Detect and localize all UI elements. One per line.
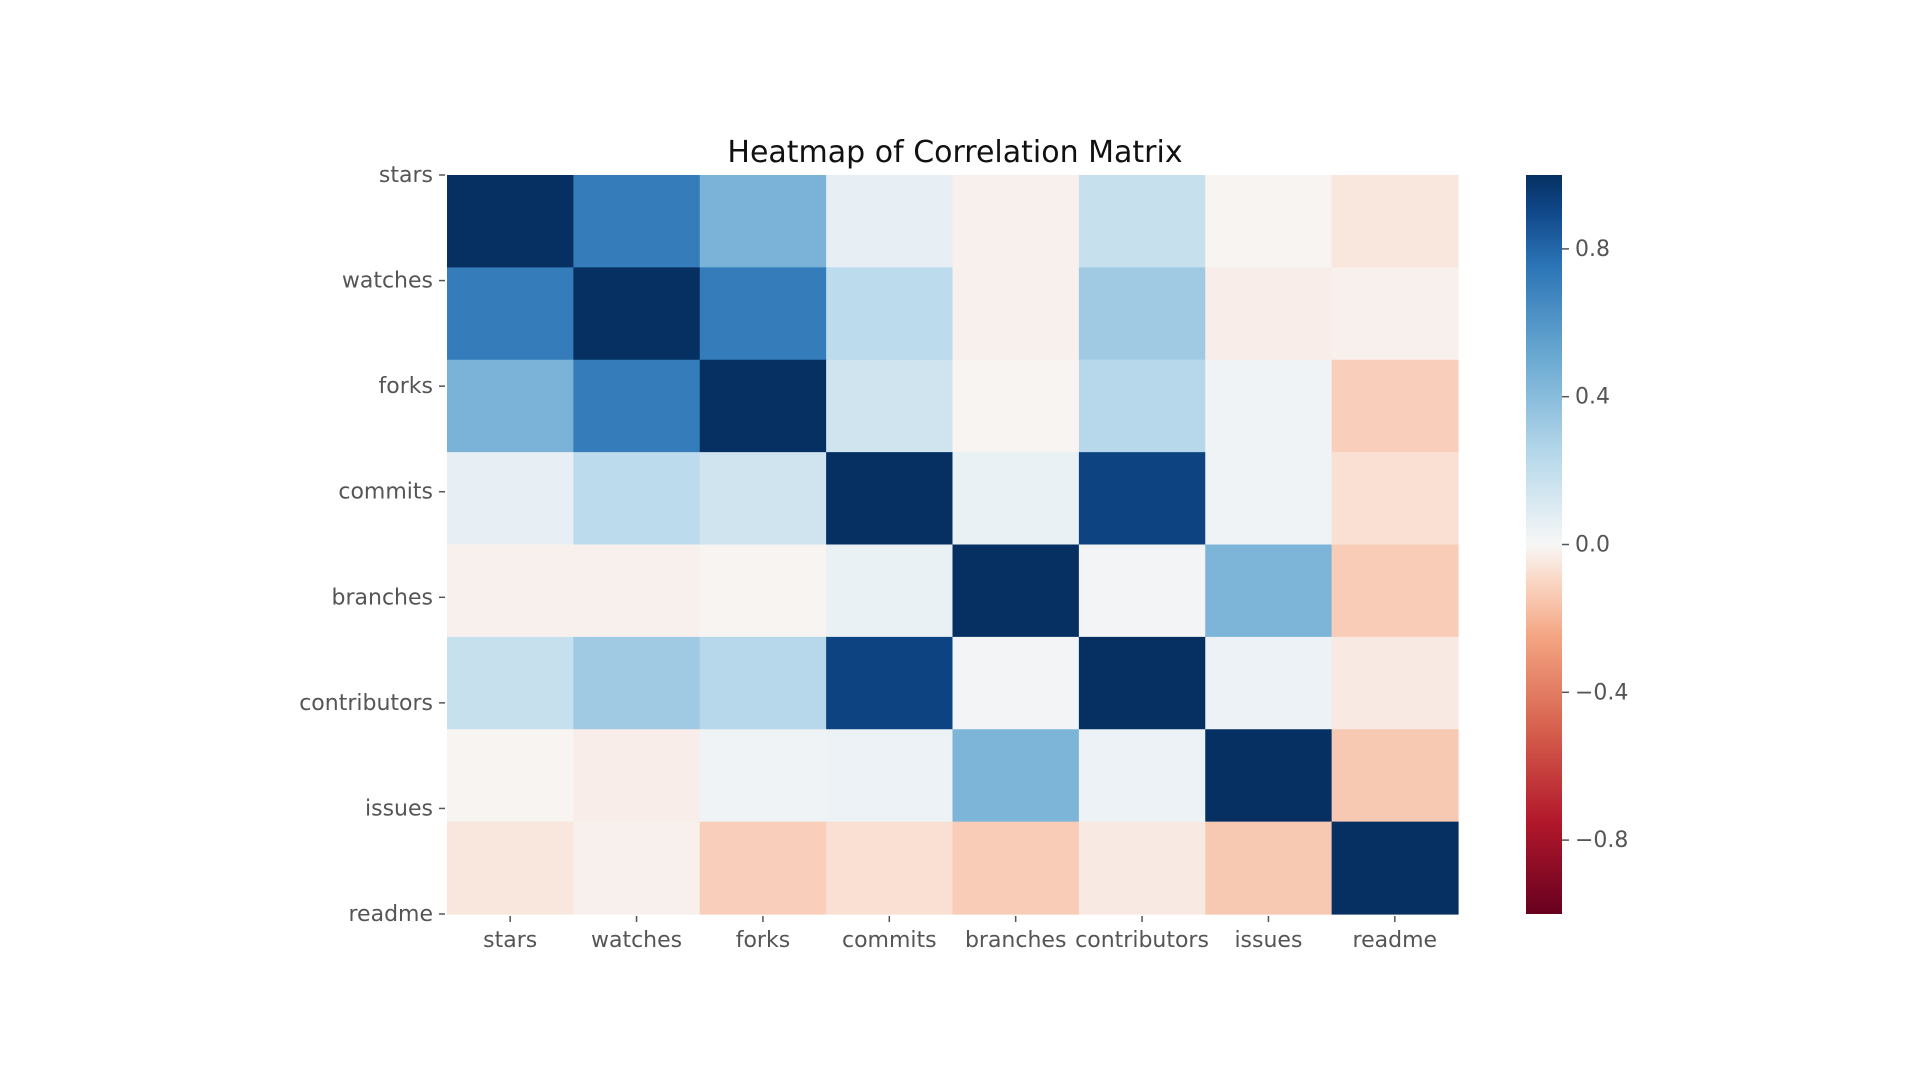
heatmap-cell-forks-readme [1331,359,1459,453]
colorbar-tick-label: 0.4 [1575,385,1610,410]
row-label-commits: commits [338,480,433,505]
column-labels: stars watches forks commits branches contribu… [483,916,1437,953]
heatmap-cell-branches-forks [699,544,827,638]
heatmap-cell-branches-contributors [1078,544,1206,638]
heatmap-cell-commits-contributors [1078,452,1206,546]
row-labels: stars watches forks commits branches contribu… [299,163,445,927]
row-label-forks: forks [379,374,433,399]
heatmap-cell-forks-issues [1205,359,1333,453]
heatmap-cell-stars-stars [447,175,574,268]
heatmap-cell-watches-stars [447,267,574,361]
heatmap-cell-forks-contributors [1078,359,1206,453]
heatmap-cell-watches-branches [952,267,1080,361]
heatmap-cell-watches-issues [1205,267,1333,361]
heatmap-cell-commits-commits [826,452,954,546]
row-label-contributors: contributors [299,691,433,716]
heatmap-cell-contributors-readme [1331,636,1459,730]
heatmap-cell-watches-forks [699,267,827,361]
heatmap-cell-forks-branches [952,359,1080,453]
row-label-branches: branches [332,585,433,610]
heatmap-cell-stars-commits [826,175,954,268]
heatmap-cell-forks-forks [699,359,827,453]
heatmap-cells [447,175,1459,915]
heatmap-cell-stars-contributors [1078,175,1206,268]
heatmap-cell-readme-branches [952,821,1080,915]
heatmap-cell-issues-stars [447,729,574,823]
heatmap-cell-contributors-commits [826,636,954,730]
column-label-readme: readme [1353,928,1438,953]
heatmap-cell-contributors-forks [699,636,827,730]
row-label-stars: stars [379,163,433,188]
colorbar-tick-label: 0.8 [1575,237,1610,262]
heatmap-cell-stars-issues [1205,175,1333,268]
heatmap-cell-stars-forks [699,175,827,268]
column-label-issues: issues [1234,928,1302,953]
heatmap-cell-readme-stars [447,821,574,915]
colorbar: 0.8 0.4 0.0 −0.4 −0.8 [1526,175,1628,914]
heatmap-cell-watches-readme [1331,267,1459,361]
heatmap-cell-commits-watches [573,452,701,546]
heatmap-cell-issues-readme [1331,729,1459,823]
heatmap-cell-issues-branches [952,729,1080,823]
heatmap-cell-watches-watches [573,267,701,361]
heatmap-cell-branches-branches [952,544,1080,638]
heatmap-cell-watches-commits [826,267,954,361]
column-label-forks: forks [736,928,790,953]
heatmap-cell-readme-watches [573,821,701,915]
heatmap-cell-stars-watches [573,175,701,268]
heatmap-cell-readme-issues [1205,821,1333,915]
heatmap-cell-contributors-contributors [1078,636,1206,730]
heatmap-cell-commits-branches [952,452,1080,546]
heatmap-cell-commits-stars [447,452,574,546]
heatmap-cell-issues-contributors [1078,729,1206,823]
heatmap-cell-readme-contributors [1078,821,1206,915]
heatmap-cell-readme-readme [1331,821,1459,915]
heatmap-cell-forks-stars [447,359,574,453]
column-label-commits: commits [842,928,937,953]
column-label-stars: stars [483,928,537,953]
row-label-issues: issues [365,796,433,821]
heatmap-cell-issues-forks [699,729,827,823]
heatmap-cell-branches-commits [826,544,954,638]
column-label-watches: watches [591,928,682,953]
heatmap-cell-commits-readme [1331,452,1459,546]
heatmap-cell-branches-readme [1331,544,1459,638]
colorbar-tick-label: −0.4 [1575,680,1628,705]
column-label-contributors: contributors [1075,928,1209,953]
heatmap-cell-commits-issues [1205,452,1333,546]
heatmap-cell-commits-forks [699,452,827,546]
heatmap-cell-issues-issues [1205,729,1333,823]
heatmap-cell-issues-watches [573,729,701,823]
heatmap-cell-readme-commits [826,821,954,915]
heatmap-cell-contributors-issues [1205,636,1333,730]
column-label-branches: branches [965,928,1066,953]
row-label-watches: watches [342,269,433,294]
colorbar-tick-label: 0.0 [1575,533,1610,558]
colorbar-gradient [1526,175,1562,914]
heatmap-cell-branches-stars [447,544,574,638]
heatmap-cell-contributors-branches [952,636,1080,730]
heatmap-cell-stars-readme [1331,175,1459,268]
colorbar-tick-label: −0.8 [1575,828,1628,853]
heatmap-cell-readme-forks [699,821,827,915]
heatmap-cell-stars-branches [952,175,1080,268]
heatmap-cell-watches-contributors [1078,267,1206,361]
chart-title: Heatmap of Correlation Matrix [727,135,1182,170]
heatmap-cell-forks-watches [573,359,701,453]
heatmap-cell-issues-commits [826,729,954,823]
row-label-readme: readme [348,902,433,927]
heatmap-cell-branches-watches [573,544,701,638]
heatmap-cell-forks-commits [826,359,954,453]
heatmap-cell-contributors-watches [573,636,701,730]
heatmap-cell-contributors-stars [447,636,574,730]
heatmap-cell-branches-issues [1205,544,1333,638]
